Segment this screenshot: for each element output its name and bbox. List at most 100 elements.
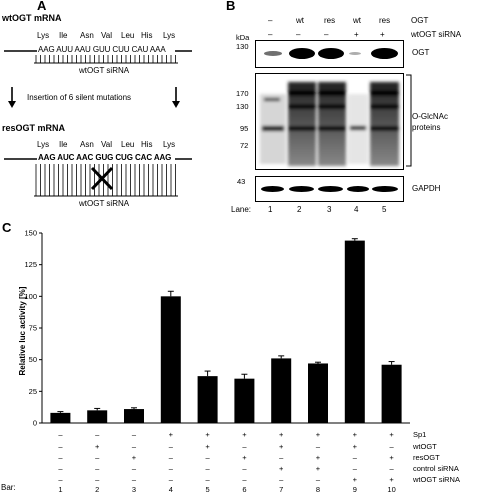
- lane-number: 4: [354, 205, 359, 214]
- bar-number: 9: [353, 485, 357, 494]
- condition-cell: +: [279, 464, 284, 473]
- bar-number: 3: [132, 485, 136, 494]
- condition-cell: –: [390, 442, 395, 451]
- band: [372, 186, 398, 192]
- sirna-label-bottom: wtOGT siRNA: [79, 199, 130, 208]
- condition-cell: –: [95, 475, 100, 484]
- condition-cell: –: [58, 442, 63, 451]
- band: [289, 48, 315, 59]
- ogt-blot-label: OGT: [412, 48, 430, 57]
- panel-a-letter: A: [37, 0, 47, 13]
- bar-number: 8: [316, 485, 320, 494]
- glcnac-blot: [255, 73, 404, 170]
- condition-cell: –: [169, 464, 174, 473]
- bar-number: 10: [387, 485, 395, 494]
- bar-number: 4: [169, 485, 173, 494]
- condition-cell: –: [132, 430, 137, 439]
- sirna-ladder-top: [34, 55, 178, 64]
- band: [318, 48, 344, 59]
- y-tick-label: 125: [24, 260, 37, 269]
- lane-title: Lane:: [231, 205, 252, 214]
- condition-cell: –: [242, 442, 247, 451]
- aa-5: Leu: [121, 31, 135, 40]
- bar: [271, 358, 292, 423]
- row-label-ogt: OGT: [411, 16, 429, 25]
- condition-cell: –: [58, 464, 63, 473]
- condition-cell: +: [242, 453, 247, 462]
- gapdh-marker: 43: [237, 177, 246, 186]
- condition-cell: +: [316, 464, 321, 473]
- aa-6: His: [141, 140, 153, 149]
- mismatch-x-icon: [90, 166, 114, 191]
- bar: [124, 409, 144, 423]
- panel-c-letter: C: [2, 220, 12, 235]
- lane5-ogt: res: [379, 16, 391, 25]
- condition-cell: +: [389, 475, 394, 484]
- condition-cell: +: [389, 430, 394, 439]
- bar: [87, 410, 108, 423]
- aa-7: Lys: [163, 140, 176, 149]
- aa-1: Lys: [37, 31, 50, 40]
- bar-title: Bar:: [1, 483, 16, 492]
- condition-cell: +: [242, 430, 247, 439]
- aa-3: Asn: [80, 140, 94, 149]
- sirna-ladder-bottom: [34, 164, 178, 197]
- condition-cell: –: [390, 464, 395, 473]
- condition-row-label: wtOGT siRNA: [412, 475, 460, 484]
- bar: [50, 412, 71, 423]
- sirna-label-top: wtOGT siRNA: [79, 66, 130, 75]
- condition-cell: –: [242, 475, 247, 484]
- glcnac-lanes: [260, 82, 399, 166]
- lane-numbers: 1 2 3 4 5: [255, 205, 402, 216]
- condition-cell: –: [316, 475, 321, 484]
- res-sequence: AAG AUC AAC GUG CUG CAC AAG: [38, 153, 172, 162]
- lane-number: 1: [268, 205, 273, 214]
- condition-cell: –: [132, 442, 137, 451]
- wt-mrna-line: [4, 50, 192, 197]
- aa-2: Ile: [59, 140, 68, 149]
- condition-cell: +: [316, 430, 321, 439]
- condition-cell: –: [132, 464, 137, 473]
- lane-number: 3: [327, 205, 332, 214]
- band: [347, 186, 369, 192]
- condition-cell: +: [169, 430, 174, 439]
- aa-7: Lys: [163, 31, 176, 40]
- bar-number: 1: [58, 485, 62, 494]
- aa-3: Asn: [80, 31, 94, 40]
- condition-cell: +: [205, 442, 210, 451]
- condition-cell: +: [353, 442, 358, 451]
- condition-cell: +: [279, 430, 284, 439]
- band: [264, 51, 282, 56]
- condition-cell: –: [353, 453, 358, 462]
- condition-cell: –: [95, 453, 100, 462]
- condition-cell: +: [205, 430, 210, 439]
- condition-cell: –: [169, 442, 174, 451]
- y-tick-label: 75: [29, 324, 37, 333]
- lane3-sirna: –: [324, 30, 329, 39]
- condition-cell: –: [353, 464, 358, 473]
- gapdh-blot-label: GAPDH: [412, 184, 441, 193]
- ogt-marker: 130: [236, 42, 249, 51]
- band: [349, 52, 361, 55]
- glcnac-bracket: [406, 74, 412, 167]
- condition-cell: +: [132, 453, 137, 462]
- condition-cell: –: [279, 453, 284, 462]
- lane-number: 2: [297, 205, 302, 214]
- marker-130: 130: [236, 102, 249, 111]
- condition-cell: –: [242, 464, 247, 473]
- condition-cell: –: [58, 453, 63, 462]
- marker-95: 95: [240, 124, 249, 133]
- y-tick-label: 100: [24, 292, 37, 301]
- condition-cell: –: [169, 453, 174, 462]
- aa-6: His: [141, 31, 153, 40]
- lane4-sirna: +: [354, 30, 359, 39]
- gapdh-blot: [255, 176, 404, 202]
- lane1-ogt: –: [268, 16, 273, 25]
- y-tick-label: 150: [24, 229, 37, 238]
- condition-cell: +: [389, 453, 394, 462]
- insertion-note: Insertion of 6 silent mutations: [27, 93, 132, 102]
- panel-b-letter: B: [226, 0, 236, 13]
- row-label-sirna: wtOGT siRNA: [411, 30, 462, 39]
- arrow-right-icon: [172, 87, 180, 108]
- condition-cell: +: [279, 442, 284, 451]
